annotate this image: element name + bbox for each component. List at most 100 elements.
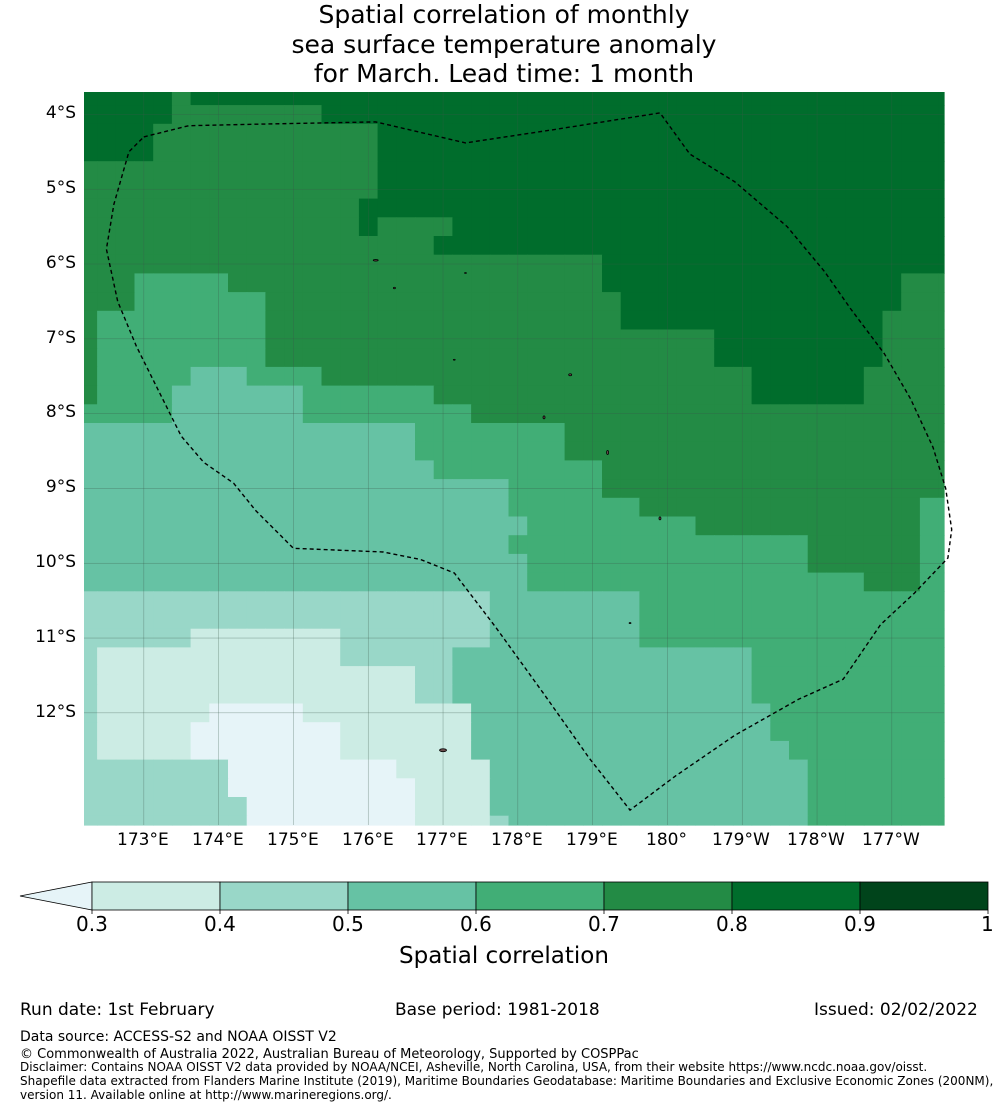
heatmap-cell <box>115 591 136 611</box>
heatmap-cell <box>153 815 173 826</box>
heatmap-cell <box>751 722 771 742</box>
heatmap-cell <box>209 123 229 144</box>
heatmap-cell <box>190 366 210 387</box>
heatmap-cell <box>789 516 809 536</box>
heatmap-cell <box>153 423 173 443</box>
heatmap-cell <box>845 572 865 592</box>
heatmap-cell <box>564 553 584 574</box>
lat-label-6s: 6°S <box>45 253 76 273</box>
heatmap-cell <box>115 366 136 387</box>
heatmap-cell <box>732 217 753 237</box>
heatmap-cell <box>732 815 753 826</box>
heatmap-cell <box>508 516 528 536</box>
heatmap-cell <box>377 815 397 826</box>
heatmap-cell <box>676 441 697 461</box>
heatmap-cell <box>97 273 117 293</box>
heatmap-cell <box>171 516 192 536</box>
heatmap-cell <box>115 348 136 368</box>
heatmap-cell <box>340 92 360 106</box>
heatmap-cell <box>358 460 379 480</box>
colorbar-segment <box>347 881 477 911</box>
heatmap-cell <box>340 516 360 536</box>
heatmap-cell <box>84 628 98 648</box>
lat-label-5s: 5°S <box>45 178 76 198</box>
heatmap-cell <box>845 123 865 144</box>
heatmap-cell <box>620 123 640 144</box>
heatmap-cell <box>508 610 528 630</box>
heatmap-cell <box>246 404 266 424</box>
heatmap-cell <box>695 105 715 125</box>
heatmap-cell <box>789 310 809 331</box>
heatmap-cell <box>209 329 229 349</box>
heatmap-cell <box>134 161 154 181</box>
heatmap-cell <box>209 740 229 761</box>
heatmap-cell <box>433 179 453 200</box>
heatmap-cell <box>246 666 266 686</box>
heatmap-cell <box>340 348 360 368</box>
heatmap-cell <box>938 348 945 368</box>
heatmap-cell <box>508 703 528 723</box>
heatmap-cell <box>471 142 491 162</box>
heatmap-cell <box>358 497 379 518</box>
heatmap-cell <box>471 572 491 592</box>
heatmap-cell <box>265 105 285 125</box>
heatmap-cell <box>302 236 323 256</box>
heatmap-cell <box>732 142 753 162</box>
heatmap-cell <box>807 161 827 181</box>
heatmap-cell <box>115 740 136 761</box>
heatmap-cell <box>489 460 510 480</box>
heatmap-cell <box>190 703 210 723</box>
heatmap-cell <box>171 236 192 256</box>
heatmap-cell <box>919 366 940 387</box>
heatmap-cell <box>583 198 603 218</box>
heatmap-cell <box>396 740 416 761</box>
heatmap-cell <box>564 740 584 761</box>
heatmap-cell <box>284 161 304 181</box>
heatmap-cell <box>807 647 827 667</box>
heatmap-cell <box>826 292 846 312</box>
heatmap-cell <box>433 292 453 312</box>
heatmap-cell <box>396 722 416 742</box>
heatmap-cell <box>527 591 547 611</box>
heatmap-cell <box>845 441 865 461</box>
colorbar-tick-0-7: 0.7 <box>588 912 620 936</box>
heatmap-cell <box>658 441 678 461</box>
heatmap-cell <box>246 778 266 798</box>
heatmap-cell <box>153 666 173 686</box>
heatmap-cell <box>396 684 416 705</box>
heatmap-cell <box>228 460 248 480</box>
heatmap-cell <box>433 591 453 611</box>
heatmap-cell <box>845 797 865 817</box>
heatmap-cell <box>807 292 827 312</box>
heatmap-cell <box>190 404 210 424</box>
heatmap-cell <box>97 684 117 705</box>
heatmap-cell <box>770 92 790 106</box>
heatmap-cell <box>732 497 753 518</box>
heatmap-cell <box>246 722 266 742</box>
heatmap-cell <box>415 591 435 611</box>
heatmap-cell <box>770 497 790 518</box>
heatmap-cell <box>153 684 173 705</box>
heatmap-cell <box>340 198 360 218</box>
heatmap-cell <box>901 740 921 761</box>
heatmap-cell <box>807 797 827 817</box>
heatmap-cell <box>826 666 846 686</box>
heatmap-cell <box>527 292 547 312</box>
heatmap-cell <box>209 479 229 499</box>
heatmap-cell <box>115 142 136 162</box>
heatmap-cell <box>190 348 210 368</box>
heatmap-cell <box>583 703 603 723</box>
heatmap-cell <box>919 310 940 331</box>
heatmap-cell <box>134 105 154 125</box>
colorbar-tick-0-3: 0.3 <box>76 912 108 936</box>
heatmap-cell <box>190 217 210 237</box>
heatmap-cell <box>228 628 248 648</box>
heatmap-cell <box>265 385 285 405</box>
heatmap-cell <box>284 92 304 106</box>
heatmap-cell <box>695 591 715 611</box>
heatmap-cell <box>228 254 248 274</box>
heatmap-cell <box>826 572 846 592</box>
heatmap-cell <box>863 179 884 200</box>
heatmap-cell <box>620 497 640 518</box>
heatmap-cell <box>826 647 846 667</box>
